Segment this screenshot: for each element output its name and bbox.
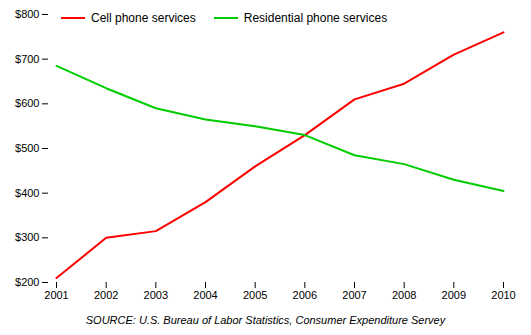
svg-text:$600: $600	[15, 97, 39, 109]
svg-text:2008: 2008	[392, 289, 416, 301]
svg-text:2005: 2005	[243, 289, 267, 301]
svg-text:2007: 2007	[342, 289, 366, 301]
svg-text:2003: 2003	[144, 289, 168, 301]
svg-text:2001: 2001	[44, 289, 68, 301]
svg-text:2009: 2009	[442, 289, 466, 301]
svg-text:2002: 2002	[94, 289, 118, 301]
svg-text:2006: 2006	[293, 289, 317, 301]
svg-text:$700: $700	[15, 53, 39, 65]
svg-text:$500: $500	[15, 142, 39, 154]
html-text:SOURCE: U.S. Bureau of Labor S: SOURCE: U.S. Bureau of Labor Statistics,…	[85, 314, 446, 326]
svg-text:2010: 2010	[491, 289, 515, 301]
svg-text:$200: $200	[15, 276, 39, 288]
svg-text:2004: 2004	[193, 289, 217, 301]
html-text:Cell phone services: Cell phone services	[91, 11, 196, 25]
svg-text:$800: $800	[15, 8, 39, 20]
svg-text:$400: $400	[15, 187, 39, 199]
html-text:Residential phone services: Residential phone services	[243, 11, 388, 25]
svg-text:$300: $300	[15, 231, 39, 243]
